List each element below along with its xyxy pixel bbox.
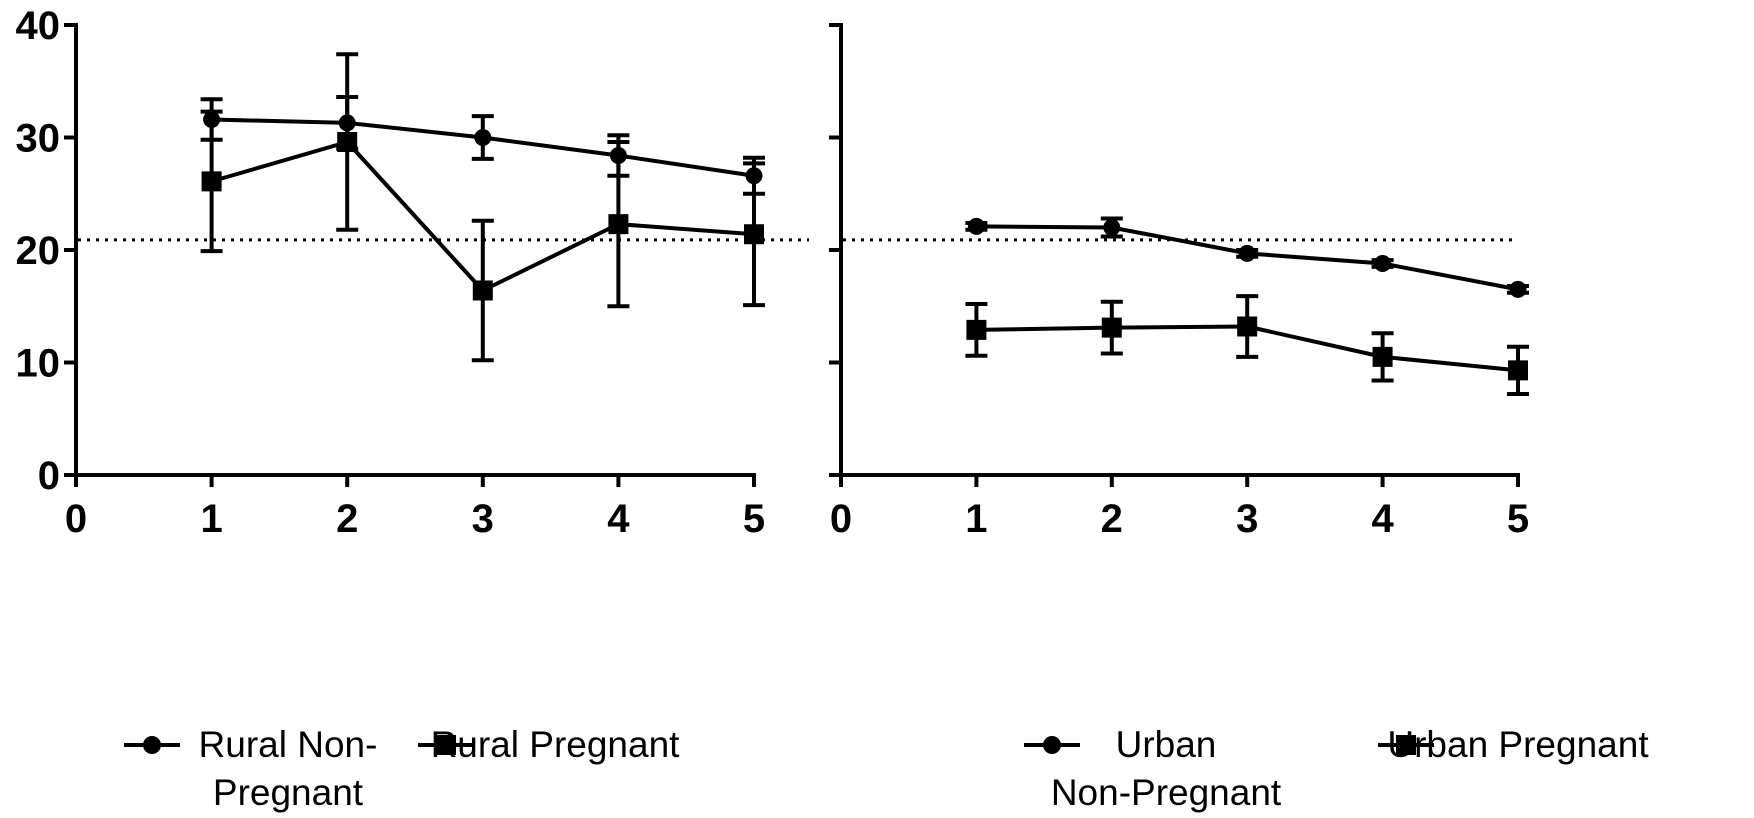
- legend-label: Pregnant: [213, 772, 364, 813]
- legend-label: Non-Pregnant: [1051, 772, 1282, 813]
- y-tick-label: 10: [16, 342, 61, 386]
- x-tick-label: 1: [200, 497, 222, 541]
- data-point-circle: [967, 217, 985, 235]
- x-tick-label: 0: [65, 497, 87, 541]
- data-point-square: [1101, 317, 1122, 338]
- x-tick-label: 2: [1101, 497, 1123, 541]
- x-tick-label: 1: [965, 497, 987, 541]
- panel-urban: 0 1 2 3 4 5: [829, 23, 1529, 541]
- x-tick-label: 4: [607, 497, 630, 541]
- legend-square-icon: [436, 735, 456, 755]
- data-point-square: [1372, 346, 1393, 367]
- data-point-circle: [1374, 255, 1392, 272]
- x-tick-label: 5: [743, 497, 765, 541]
- data-point-square: [608, 214, 629, 235]
- x-tick-label: 3: [1236, 497, 1258, 541]
- x-tick-label: 4: [1371, 497, 1394, 541]
- legend-label: Urban: [1116, 724, 1217, 765]
- y-tick-label: 20: [16, 229, 61, 273]
- x-tick-label: 2: [336, 497, 358, 541]
- data-point-circle: [1238, 244, 1256, 262]
- y-tick-label: 40: [16, 4, 61, 48]
- data-point-square: [201, 171, 222, 192]
- x-tick-label: 5: [1507, 497, 1529, 541]
- y-tick-label: 0: [38, 454, 60, 498]
- legend-urban: Urban Non-Pregnant Urban Pregnant: [1024, 724, 1649, 813]
- data-point-circle: [1509, 280, 1527, 298]
- data-point-circle: [1103, 219, 1121, 236]
- data-point-square: [966, 319, 987, 340]
- legend-label: Urban Pregnant: [1387, 724, 1649, 765]
- legend-label: Rural Pregnant: [431, 724, 681, 765]
- data-point-square: [472, 280, 493, 301]
- legend-circle-icon: [143, 736, 161, 754]
- data-point-square: [1508, 360, 1528, 381]
- data-point-circle: [474, 129, 492, 146]
- x-tick-label: 3: [472, 497, 494, 541]
- legend-label: Rural Non-: [199, 724, 378, 765]
- legend-rural: Rural Non- Pregnant Rural Pregnant: [124, 724, 680, 813]
- x-tick-label: 0: [830, 497, 852, 541]
- panel-rural: 0 10 20 30 40 0 1 2 3 4 5: [16, 4, 809, 541]
- data-point-square: [1237, 316, 1258, 337]
- y-tick-label: 30: [16, 117, 61, 161]
- data-point-square: [744, 224, 764, 245]
- legend-circle-icon: [1043, 736, 1061, 754]
- legend-square-icon: [1396, 735, 1416, 755]
- data-point-square: [337, 132, 358, 152]
